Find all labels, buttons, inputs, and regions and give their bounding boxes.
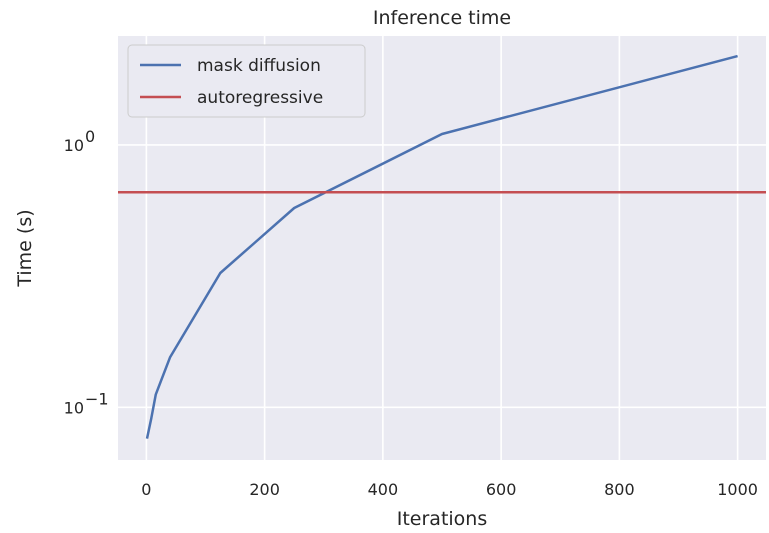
y-axis-label: Time (s)	[14, 209, 36, 287]
y-tick-exponent: 0	[85, 127, 95, 146]
legend-box	[127, 44, 366, 118]
y-tick-exponent: −1	[85, 389, 109, 408]
x-tick-label: 400	[368, 480, 399, 499]
x-tick-label: 0	[141, 480, 151, 499]
legend-label-mask-diffusion: mask diffusion	[197, 56, 321, 76]
x-tick-label: 600	[486, 480, 517, 499]
y-tick-label: 10	[64, 398, 84, 417]
series-line-mask-diffusion	[145, 54, 738, 439]
legend: mask diffusion autoregressive	[127, 44, 366, 118]
x-tick-label: 1000	[717, 480, 758, 499]
series-lines	[118, 54, 766, 439]
legend-label-autoregressive: autoregressive	[197, 88, 323, 108]
y-tick-label: 10	[64, 136, 84, 155]
x-axis-label: Iterations	[397, 508, 488, 530]
x-tick-label: 800	[604, 480, 635, 499]
x-tick-label: 200	[249, 480, 280, 499]
chart-title: Inference time	[373, 7, 511, 29]
